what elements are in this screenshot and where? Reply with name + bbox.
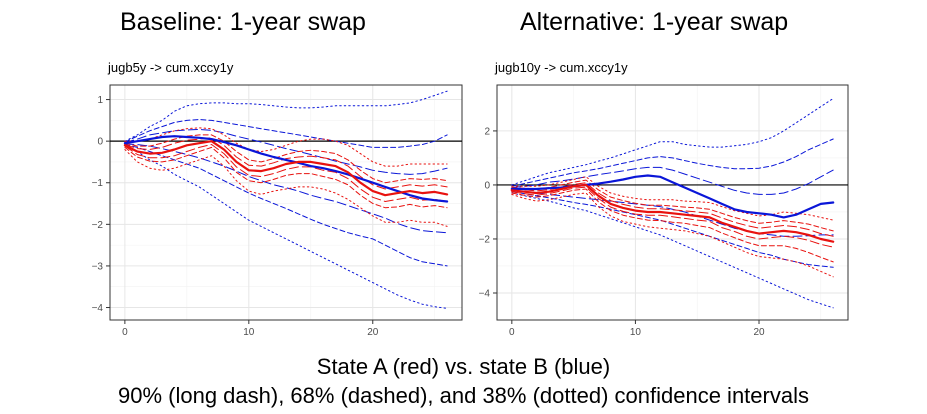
series-line-state-a-dashed xyxy=(124,146,448,209)
series-line-state-a-dotted xyxy=(124,127,448,167)
x-tick-label: 10 xyxy=(630,327,642,338)
panel-border xyxy=(109,84,463,321)
y-tick-label: −1 xyxy=(92,178,104,189)
series-line-state-a-dashed xyxy=(511,179,834,232)
caption-state-legend: State A (red) vs. state B (blue) xyxy=(316,354,611,379)
series-line-state-a-longdash xyxy=(124,137,448,190)
series-group xyxy=(510,98,835,309)
series-line-state-a-dashed xyxy=(511,188,834,263)
series-line-state-b-dashed xyxy=(124,144,448,267)
x-tick-label: 20 xyxy=(753,327,765,338)
x-tick-label: 10 xyxy=(243,327,255,338)
series-line-state-b-longdash xyxy=(124,143,448,234)
y-tick-label: −4 xyxy=(92,303,104,314)
y-tick-label: 2 xyxy=(484,126,490,137)
series-line-state-b-solid xyxy=(123,135,449,203)
y-tick-label: −3 xyxy=(92,261,104,272)
y-tick-label: −2 xyxy=(92,220,104,231)
series-line-state-a-solid xyxy=(123,140,449,197)
series-line-state-a-dotted xyxy=(511,192,834,278)
series-line-state-a-dotted xyxy=(124,149,448,227)
series-line-state-b-dotted xyxy=(124,90,448,142)
series-line-state-a-dotted xyxy=(511,176,834,221)
series-group xyxy=(123,90,449,309)
y-tick-label: 0 xyxy=(484,180,490,191)
series-line-state-a-longdash xyxy=(124,144,448,202)
series-line-state-b-dotted xyxy=(511,98,834,186)
y-tick-label: −4 xyxy=(479,288,491,299)
series-line-state-b-dashed xyxy=(124,119,448,148)
series-line-state-b-dotted xyxy=(511,192,834,309)
panel-subtitle-right: jugb10y -> cum.xccy1y xyxy=(494,60,628,75)
series-line-state-a-solid xyxy=(510,183,835,243)
y-tick-label: −2 xyxy=(479,234,491,245)
x-tick-label: 20 xyxy=(367,327,379,338)
caption-interval-legend: 90% (long dash), 68% (dashed), and 38% (… xyxy=(118,383,809,408)
x-tick-label: 0 xyxy=(509,327,515,338)
series-line-state-a-dashed xyxy=(124,134,448,184)
series-line-state-b-dotted xyxy=(124,144,448,309)
panel-subtitle-left: jugb5y -> cum.xccy1y xyxy=(107,60,234,75)
y-tick-label: 1 xyxy=(97,95,103,106)
y-tick-label: 0 xyxy=(97,137,103,148)
chart-title-left: Baseline: 1-year swap xyxy=(120,8,366,36)
series-line-state-b-solid xyxy=(510,174,835,219)
chart-title-right: Alternative: 1-year swap xyxy=(520,8,789,36)
series-line-state-b-longdash xyxy=(511,166,834,195)
series-line-state-a-longdash xyxy=(511,186,834,248)
series-line-state-b-dashed xyxy=(511,138,834,187)
panel-border xyxy=(496,84,849,321)
series-line-state-b-dashed xyxy=(511,191,834,268)
x-tick-label: 0 xyxy=(122,327,128,338)
